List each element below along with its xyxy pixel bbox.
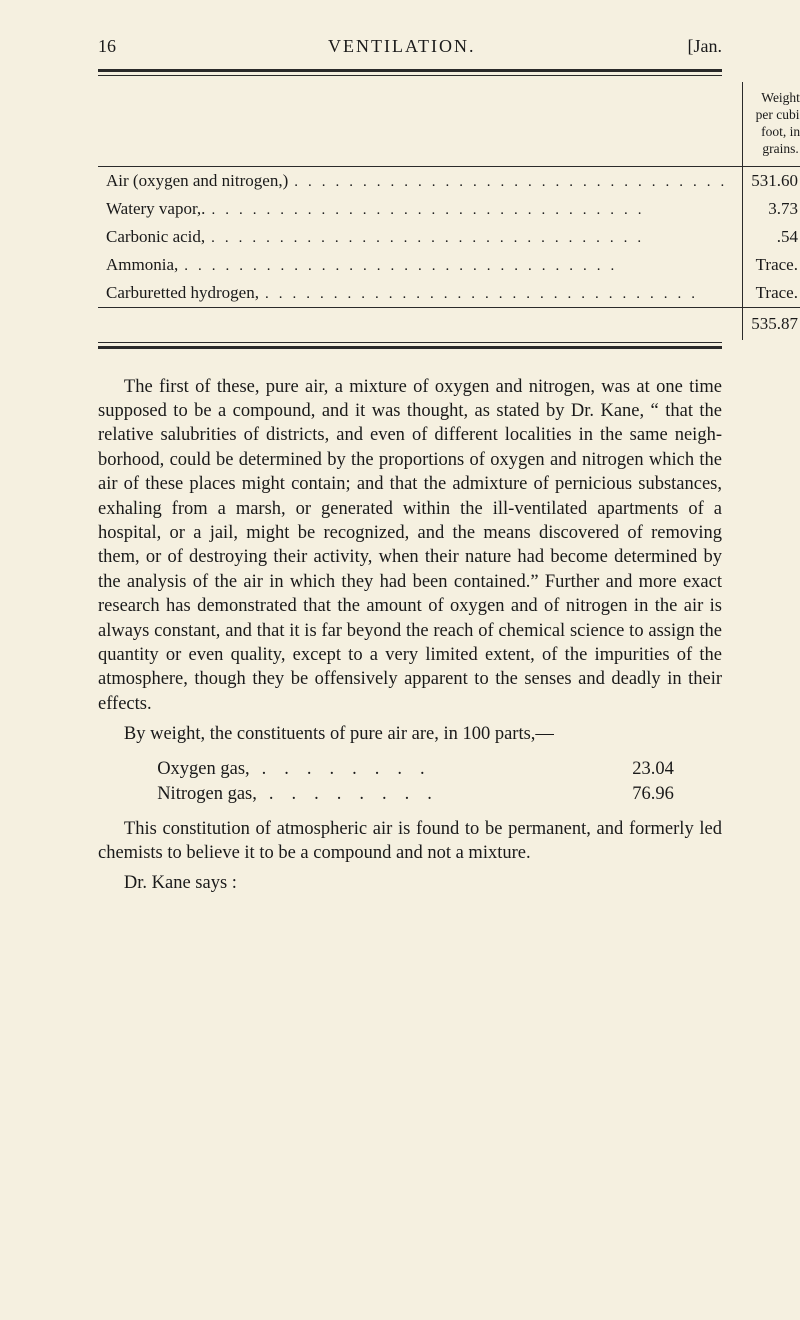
- weight-header: Weight per cubic foot, in grains.: [743, 82, 800, 166]
- leader-dots: [257, 782, 632, 807]
- body-paragraph: The first of these, pure air, a mixture …: [98, 375, 722, 717]
- row-label: Carburetted hydrogen,: [106, 283, 259, 303]
- row-label: Air (oxygen and nitrogen,): [106, 171, 288, 191]
- blank-header: [98, 82, 743, 166]
- table-row: Watery vapor,. 3.73 .309: [98, 195, 800, 223]
- row-weight: Trace.: [743, 251, 800, 279]
- leader-dots: [178, 258, 734, 275]
- leader-dots: [205, 230, 734, 247]
- total-weight: 535.87: [743, 307, 800, 340]
- page-title: VENTILATION.: [328, 36, 475, 57]
- leader-dots: [288, 174, 734, 191]
- composition-table: Weight per cubic foot, in grains. Pressu…: [98, 82, 800, 340]
- table-row: Carbonic acid, .54 .015: [98, 223, 800, 251]
- body-paragraph: Dr. Kane says :: [98, 871, 722, 895]
- row-weight: 3.73: [743, 195, 800, 223]
- page-number: 16: [98, 36, 116, 57]
- issue-date: [Jan.: [688, 36, 723, 57]
- row-weight: Trace.: [743, 279, 800, 308]
- table-row: Ammonia, Trace. .000: [98, 251, 800, 279]
- row-weight: 531.60: [743, 166, 800, 195]
- leader-dots: [250, 757, 633, 782]
- table-row: Carburetted hydrogen, Trace. .000: [98, 279, 800, 308]
- gas-label: Nitrogen gas,: [157, 782, 257, 807]
- gas-row: Nitrogen gas, 76.96: [98, 782, 722, 807]
- table-total-row: 535.87 30.000: [98, 307, 800, 340]
- leader-dots: [205, 202, 734, 219]
- body-paragraph: This constitution of atmospheric air is …: [98, 817, 722, 866]
- row-label: Carbonic acid,: [106, 227, 205, 247]
- table-header-row: Weight per cubic foot, in grains. Pressu…: [98, 82, 800, 166]
- bottom-double-rule: [98, 342, 722, 349]
- total-blank: [98, 307, 743, 340]
- row-label: Watery vapor,.: [106, 199, 205, 219]
- gas-value: 23.04: [632, 757, 722, 782]
- body-paragraph: By weight, the constituents of pure air …: [98, 722, 722, 746]
- page: 16 VENTILATION. [Jan. Weight per cubic f…: [0, 0, 800, 942]
- leader-dots: [259, 286, 734, 303]
- top-double-rule: [98, 69, 722, 76]
- table-row: Air (oxygen and nitrogen,) 531.60 29.676: [98, 166, 800, 195]
- gas-row: Oxygen gas, 23.04: [98, 757, 722, 782]
- gas-label: Oxygen gas,: [157, 757, 249, 782]
- gas-composition-list: Oxygen gas, 23.04 Nitrogen gas, 76.96: [98, 757, 722, 807]
- row-weight: .54: [743, 223, 800, 251]
- running-header: 16 VENTILATION. [Jan.: [98, 36, 722, 57]
- row-label: Ammonia,: [106, 255, 178, 275]
- gas-value: 76.96: [632, 782, 722, 807]
